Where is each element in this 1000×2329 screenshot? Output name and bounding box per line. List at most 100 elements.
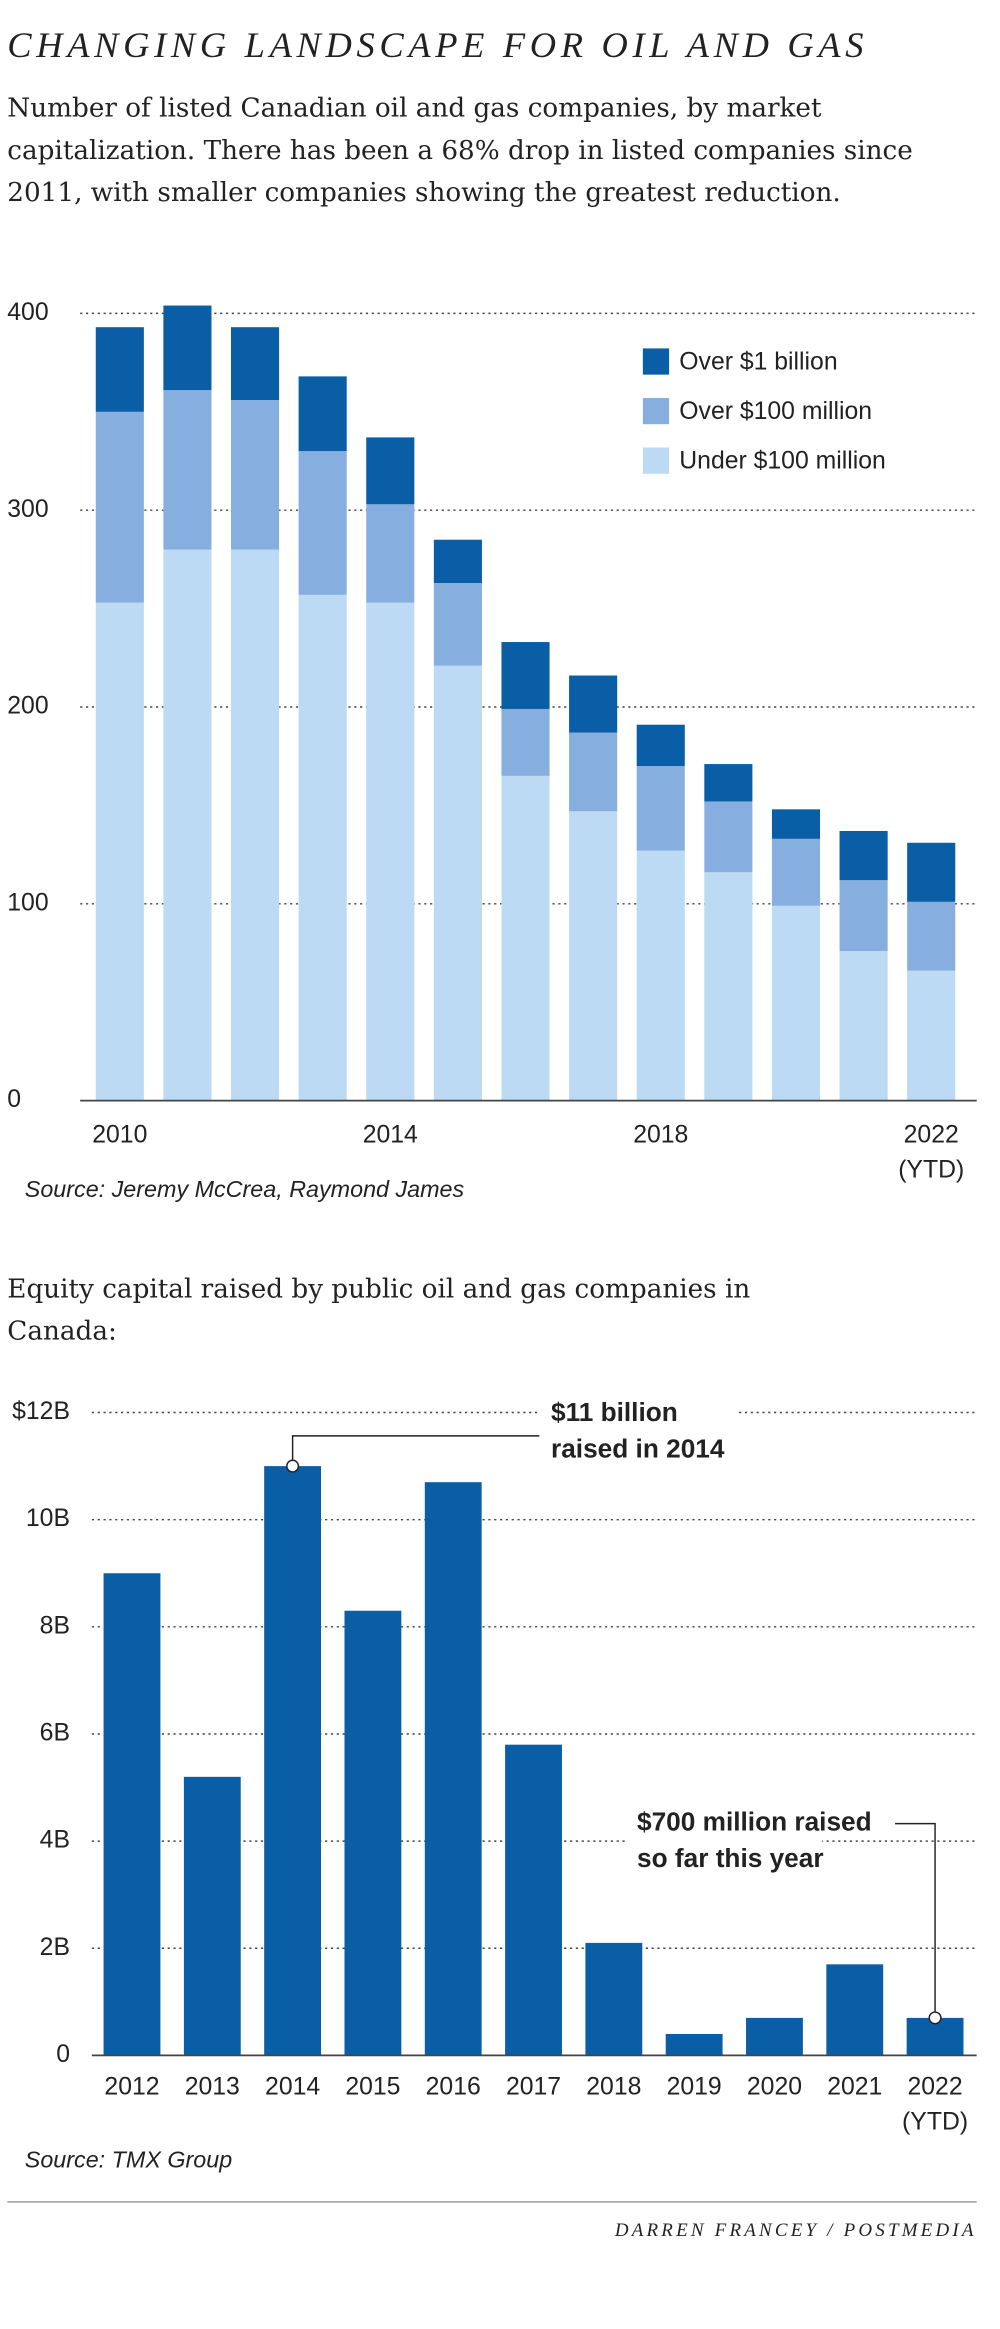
- bar: [103, 1573, 161, 2056]
- legend-swatch: [642, 348, 670, 375]
- bar-segment: [95, 411, 144, 603]
- bar-segment: [907, 842, 956, 902]
- legend-swatch: [642, 447, 670, 474]
- y-tick-label: 0: [7, 1086, 21, 1113]
- legend-label: Over $100 million: [679, 398, 872, 425]
- y-tick-label: 4B: [40, 1827, 70, 1854]
- legend-label: Under $100 million: [679, 448, 886, 475]
- annotation-dot: [928, 2011, 942, 2025]
- annotation-bg: [625, 1803, 823, 1885]
- legend-label: Over $1 billion: [679, 349, 837, 376]
- x-tick-label: 2012: [104, 2073, 159, 2100]
- bar-segment: [704, 801, 753, 873]
- bar-segment: [433, 665, 482, 1101]
- source: Source: Jeremy McCrea, Raymond James: [24, 1177, 465, 1203]
- bar-segment: [569, 675, 618, 733]
- bar-segment: [433, 583, 482, 666]
- bar-segment: [433, 539, 482, 584]
- x-tick-label: 2016: [426, 2073, 481, 2100]
- bar-segment: [366, 504, 415, 603]
- annotation: $11 billion: [551, 1397, 678, 1427]
- x-tick-label: 2018: [586, 2073, 641, 2100]
- bar-segment: [501, 642, 550, 709]
- bar-segment: [907, 901, 956, 971]
- bar-segment: [839, 951, 888, 1101]
- bar-segment: [230, 327, 280, 401]
- annotation: so far this year: [637, 1843, 824, 1873]
- bar-segment: [501, 775, 550, 1101]
- bar: [424, 1482, 482, 2056]
- annotation: raised in 2014: [551, 1433, 725, 1463]
- divider: [7, 2201, 977, 2203]
- bar: [264, 1466, 322, 2056]
- bar: [746, 2017, 803, 2056]
- bar-segment: [839, 830, 888, 881]
- leader-line: [291, 1435, 540, 1467]
- y-tick-label: 100: [7, 889, 48, 916]
- x-tick-label: 2021: [827, 2073, 882, 2100]
- y-tick-label: 6B: [40, 1720, 70, 1747]
- bar-segment: [636, 724, 685, 767]
- legend-swatch: [642, 397, 670, 425]
- y-tick-label: 10B: [26, 1505, 70, 1532]
- bar-segment: [163, 549, 212, 1101]
- y-tick-label: 300: [7, 496, 48, 523]
- bar-segment: [366, 602, 415, 1101]
- chart-subtitle: Number of listed Canadian oil and gas co…: [7, 93, 913, 209]
- bar-segment: [230, 400, 280, 550]
- x-tick-label: 2022 (YTD): [898, 1121, 964, 1183]
- x-tick-label: 2017: [506, 2073, 561, 2100]
- bar-segment: [704, 764, 753, 802]
- x-tick-label: 2020: [747, 2073, 802, 2100]
- bar: [344, 1610, 402, 2056]
- bar-segment: [907, 970, 956, 1101]
- source: Source: TMX Group: [24, 2148, 233, 2174]
- bar-segment: [569, 811, 618, 1101]
- bar-segment: [298, 451, 347, 595]
- bar-segment: [163, 305, 212, 391]
- y-tick-label: 0: [56, 2041, 70, 2068]
- leader-line: [895, 1822, 936, 2018]
- y-tick-label: 200: [7, 693, 48, 720]
- bar-segment: [771, 905, 821, 1101]
- bar: [505, 1744, 562, 2056]
- annotation-bg: [539, 1393, 737, 1476]
- x-tick-label: 2015: [345, 2073, 400, 2100]
- bar-segment: [636, 850, 685, 1101]
- bar: [183, 1776, 241, 2056]
- bar-segment: [230, 549, 280, 1101]
- bar-segment: [298, 376, 347, 452]
- x-tick-label: 2014: [265, 2073, 320, 2100]
- bar-segment: [298, 594, 347, 1101]
- x-tick-label: 2014: [363, 1121, 418, 1148]
- bar-segment: [771, 838, 821, 906]
- bar-segment: [501, 708, 550, 776]
- annotation-dot: [286, 1459, 300, 1473]
- bar: [826, 1964, 884, 2056]
- x-tick-label: 2010: [92, 1121, 147, 1148]
- bar-segment: [95, 602, 144, 1101]
- bar: [665, 2033, 723, 2056]
- bar: [585, 1942, 643, 2056]
- bar-segment: [569, 732, 618, 812]
- title: CHANGING LANDSCAPE FOR OIL AND GAS: [7, 26, 869, 66]
- credit: DARREN FRANCEY / POSTMEDIA: [614, 2218, 977, 2241]
- bar-segment: [163, 390, 212, 550]
- y-tick-label: 400: [7, 299, 48, 326]
- chart-subtitle: Equity capital raised by public oil and …: [7, 1274, 751, 1347]
- x-tick-label: 2013: [185, 2073, 240, 2100]
- bar-segment: [704, 872, 753, 1101]
- bar-segment: [366, 437, 415, 505]
- y-tick-label: $12B: [12, 1398, 70, 1425]
- x-tick-label: 2018: [633, 1121, 688, 1148]
- bar-segment: [771, 809, 821, 839]
- bar-segment: [636, 766, 685, 851]
- x-tick-label: 2022 (YTD): [902, 2073, 968, 2135]
- y-tick-label: 8B: [40, 1612, 70, 1639]
- bar-segment: [839, 880, 888, 952]
- y-tick-label: 2B: [40, 1934, 70, 1961]
- x-tick-label: 2019: [667, 2073, 722, 2100]
